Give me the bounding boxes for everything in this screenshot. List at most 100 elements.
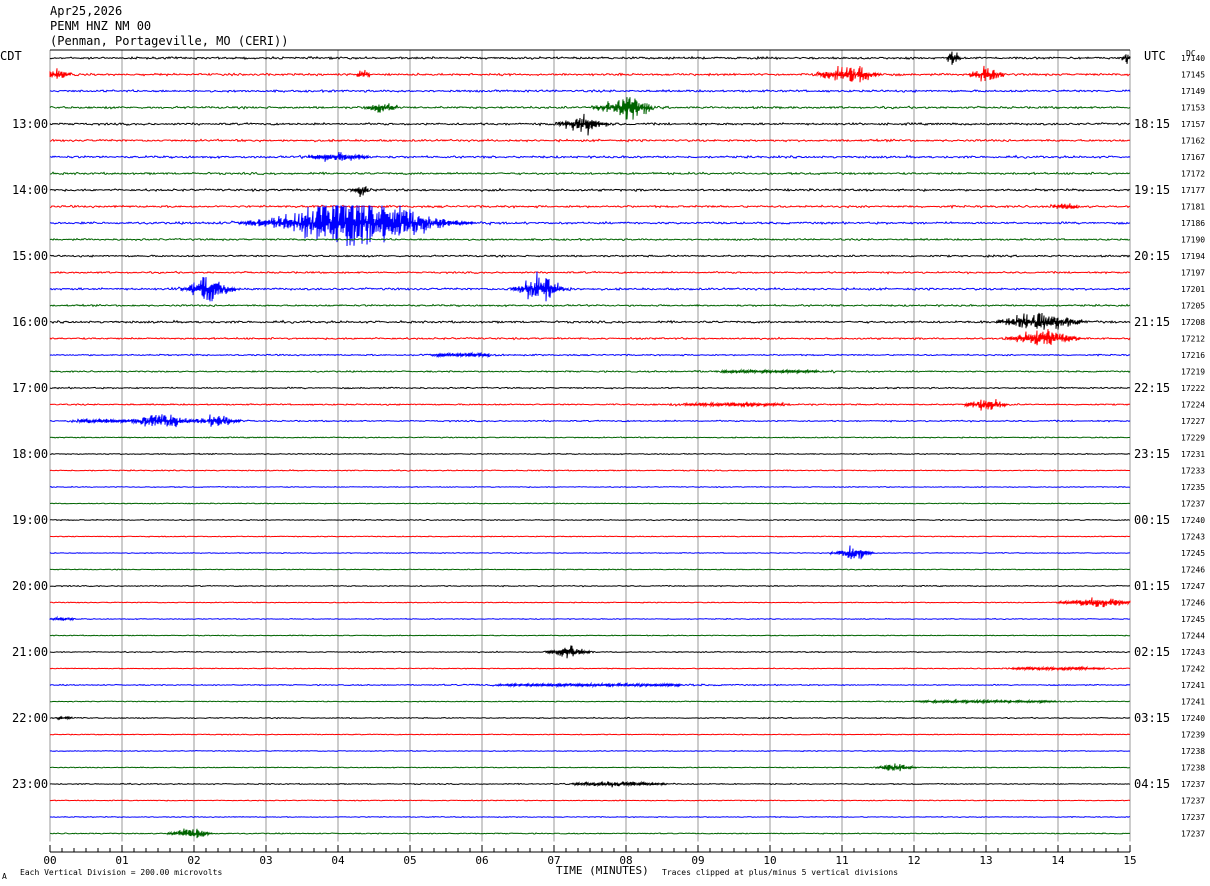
trace-row-45 [49,799,1131,802]
minute-grid [49,49,1131,842]
trace-row-18 [49,351,1131,359]
dc-offset-row-30: 17245 [1181,549,1205,558]
trace-row-13 [49,270,1131,275]
x-tick-label-01: 01 [115,854,128,867]
dc-offset-row-27: 17237 [1181,500,1205,509]
dc-offset-row-26: 17235 [1181,483,1205,492]
x-tick-label-15: 15 [1123,854,1136,867]
dc-offset-row-23: 17229 [1181,434,1205,443]
trace-row-4 [49,113,1131,136]
trace-row-9 [49,203,1131,210]
dc-offset-row-12: 17194 [1181,252,1205,261]
dc-offset-row-46: 17237 [1181,813,1205,822]
cdt-label-row-16: 16:00 [12,315,48,329]
trace-row-15 [49,303,1131,308]
dc-offset-row-13: 17197 [1181,269,1205,278]
trace-row-0 [49,51,1131,65]
x-tick-label-14: 14 [1051,854,1065,867]
dc-offset-row-17: 17212 [1181,335,1205,344]
cdt-label-row-4: 13:00 [12,117,48,131]
dc-offset-labels: 17140 17145 17149 17153 17157 17162 17167 17172… [1181,54,1205,839]
cdt-label-row-44: 23:00 [12,777,48,791]
clip-note: Traces clipped at plus/minus 5 vertical … [662,868,898,877]
trace-row-5 [49,138,1131,143]
cdt-label-row-8: 14:00 [12,183,48,197]
dc-offset-row-37: 17242 [1181,665,1205,674]
cdt-time-labels: 13:00 14:00 15:00 16:00 17:00 18:00 19:00 20:00… [12,117,48,791]
dc-offset-row-20: 17222 [1181,384,1205,393]
utc-label-row-16: 21:15 [1134,315,1170,329]
trace-row-3 [49,97,1131,120]
cdt-label-row-20: 17:00 [12,381,48,395]
trace-row-30 [49,545,1131,560]
trace-row-25 [49,469,1130,472]
left-timezone-label: CDT [0,49,22,63]
cdt-label-row-36: 21:00 [12,645,48,659]
dc-offset-row-19: 17219 [1181,368,1205,377]
x-tick-label-05: 05 [403,854,416,867]
trace-row-26 [49,485,1131,489]
x-tick-label-09: 09 [691,854,704,867]
dc-offset-row-11: 17190 [1181,236,1205,245]
trace-row-29 [49,535,1131,538]
dc-offset-row-29: 17243 [1181,533,1205,542]
trace-row-38 [49,681,1131,689]
dc-offset-row-15: 17205 [1181,302,1205,311]
trace-row-39 [50,698,1130,705]
right-timezone-label: UTC [1144,49,1166,63]
dc-offset-row-3: 17153 [1181,104,1205,113]
x-tick-label-10: 10 [763,854,776,867]
dc-offset-row-35: 17244 [1181,632,1205,641]
cdt-label-row-40: 22:00 [12,711,48,725]
dc-offset-row-24: 17231 [1181,450,1205,459]
trace-row-28 [49,518,1131,522]
cdt-label-row-12: 15:00 [12,249,48,263]
x-tick-label-08: 08 [619,854,632,867]
trace-row-17 [49,329,1131,346]
header-station: PENM HNZ NM 00 [50,19,151,33]
dc-offset-row-31: 17246 [1181,566,1205,575]
dc-offset-row-43: 17238 [1181,764,1205,773]
dc-offset-row-36: 17243 [1181,648,1205,657]
utc-label-row-24: 23:15 [1134,447,1170,461]
trace-row-31 [49,568,1131,571]
trace-row-6 [49,152,1131,162]
dc-offset-row-40: 17240 [1181,714,1205,723]
time-axis: 00 01 02 03 04 05 06 07 08 09 10 11 12 13 14 15 [43,845,1137,867]
cdt-label-row-24: 18:00 [12,447,48,461]
trace-row-8 [49,186,1131,198]
utc-label-row-36: 02:15 [1134,645,1170,659]
corner-mark: A [2,872,7,881]
utc-label-row-28: 00:15 [1134,513,1170,527]
dc-offset-row-34: 17245 [1181,615,1205,624]
dc-offset-row-4: 17157 [1181,120,1205,129]
trace-row-24 [49,452,1131,456]
x-tick-label-12: 12 [907,854,920,867]
trace-row-2 [49,88,1131,94]
trace-row-22 [49,414,1131,428]
trace-row-35 [49,634,1130,637]
dc-offset-row-22: 17227 [1181,417,1205,426]
dc-offset-row-42: 17238 [1181,747,1205,756]
dc-offset-row-10: 17186 [1181,219,1205,228]
dc-offset-row-7: 17172 [1181,170,1205,179]
dc-offset-row-44: 17237 [1181,780,1205,789]
utc-time-labels: 18:15 19:15 20:15 21:15 22:15 23:15 00:15 01:15… [1134,117,1170,791]
dc-offset-header: DC [1186,49,1196,58]
trace-row-1 [49,65,1131,83]
utc-label-row-4: 18:15 [1134,117,1170,131]
trace-row-40 [49,715,1131,721]
x-tick-label-04: 04 [331,854,345,867]
dc-offset-row-5: 17162 [1181,137,1205,146]
trace-group [49,51,1131,839]
trace-row-12 [49,254,1131,258]
dc-offset-row-18: 17216 [1181,351,1205,360]
trace-row-41 [49,733,1131,736]
trace-row-44 [49,780,1131,788]
trace-row-43 [50,763,1131,772]
dc-offset-row-1: 17145 [1181,71,1205,80]
trace-row-47 [50,828,1131,839]
trace-row-33 [49,597,1131,608]
trace-row-10 [49,205,1131,247]
